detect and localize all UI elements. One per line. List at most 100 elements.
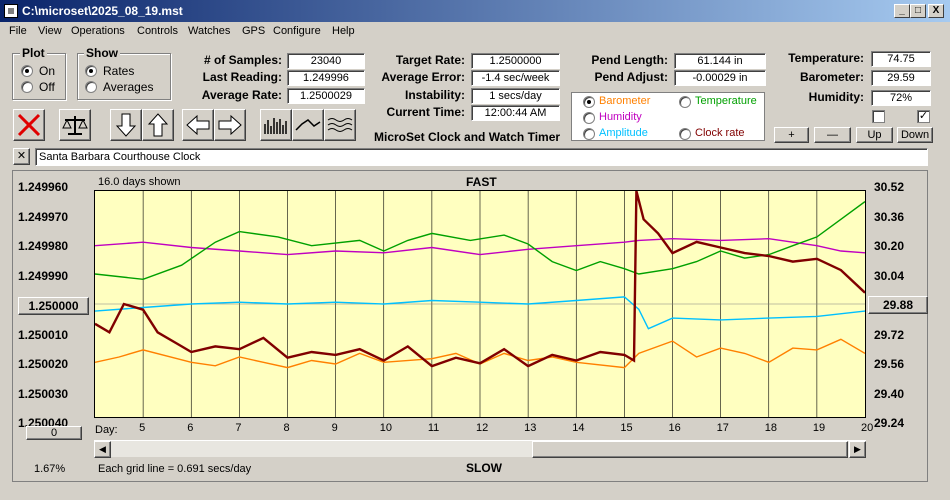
minimize-button[interactable]: _ (894, 4, 910, 18)
clock-rate-radio[interactable] (679, 128, 691, 140)
show-rates-radio[interactable] (85, 65, 97, 77)
down-button[interactable]: Down (897, 127, 933, 143)
y-right-tick: 29.24 (874, 416, 905, 430)
instability-label: Instability: (404, 88, 465, 102)
down-arrow-button[interactable] (110, 109, 142, 141)
menu-gps[interactable]: GPS (242, 25, 266, 37)
arrow-right-icon (218, 114, 242, 136)
center-rate-button[interactable]: 1.250000 (18, 297, 89, 315)
x-tick: 9 (331, 422, 338, 434)
bar-graph-button[interactable] (260, 109, 292, 141)
barometer-option-label: Barometer (599, 95, 651, 107)
arrow-down-icon (115, 113, 137, 137)
up-button[interactable]: Up (856, 127, 893, 143)
x-tick: 8 (283, 422, 290, 434)
menu-view[interactable]: View (38, 25, 62, 37)
window-title: C:\microset\2025_08_19.mst (22, 4, 183, 18)
x-tick: 7 (235, 422, 242, 434)
show-group-label: Show (84, 46, 120, 60)
offset-zero-button[interactable]: 0 (26, 426, 82, 440)
scroll-thumb[interactable] (532, 441, 848, 458)
average-error-value: -1.4 sec/week (471, 70, 560, 86)
target-rate-value: 1.2500000 (471, 53, 560, 69)
option-checkbox-1[interactable] (872, 110, 885, 123)
y-right-tick: 30.20 (874, 239, 905, 253)
menu-controls[interactable]: Controls (137, 25, 178, 37)
temperature-value: 74.75 (871, 51, 931, 67)
up-arrow-button[interactable] (142, 109, 174, 141)
temperature-label: Temperature: (788, 51, 864, 65)
y-right-tick: 29.40 (874, 386, 905, 401)
average-error-label: Average Error: (381, 70, 465, 84)
pend-adjust-value: -0.00029 in (674, 70, 766, 86)
plot-group-label: Plot (20, 46, 47, 60)
arrow-up-icon (147, 113, 169, 137)
scroll-left-button[interactable]: ◀ (94, 441, 111, 458)
y-right-tick: 29.56 (874, 357, 905, 371)
x-tick: 6 (187, 422, 194, 434)
average-rate-label: Average Rate: (201, 88, 282, 102)
humidity-radio[interactable] (583, 112, 595, 124)
day-axis-label: Day: (95, 424, 118, 436)
stop-button[interactable] (13, 109, 45, 141)
menu-bar: File View Operations Controls Watches GP… (0, 22, 950, 42)
scroll-right-button[interactable]: ▶ (849, 441, 866, 458)
barometer-radio[interactable] (583, 96, 595, 108)
humidity-label: Humidity: (808, 90, 864, 104)
menu-file[interactable]: File (9, 25, 27, 37)
x-tick: 15 (620, 422, 633, 434)
humidity-option-label: Humidity (599, 111, 642, 123)
scroll-right-icon: ▶ (854, 444, 861, 454)
fast-label: FAST (466, 175, 497, 189)
menu-configure[interactable]: Configure (273, 25, 321, 37)
app-icon[interactable] (4, 4, 18, 18)
left-arrow-button[interactable] (182, 109, 214, 141)
x-tick: 18 (764, 422, 777, 434)
line-graph-button[interactable] (292, 109, 324, 141)
amplitude-radio[interactable] (583, 128, 595, 140)
plot-on-radio[interactable] (21, 65, 33, 77)
menu-watches[interactable]: Watches (188, 25, 231, 37)
bar-graph-icon (264, 118, 287, 134)
y-left-tick: 1.249970 (18, 209, 69, 224)
x-tick: 12 (476, 422, 489, 434)
series-line-humidity (94, 237, 866, 256)
slow-label: SLOW (466, 461, 502, 475)
arrow-left-icon (186, 114, 210, 136)
y-right-tick: 29.72 (874, 327, 905, 342)
pend-adjust-label: Pend Adjust: (594, 70, 668, 84)
wave-graph-icon (327, 118, 353, 132)
series-line-amplitude (94, 296, 866, 330)
x-tick: 5 (139, 422, 146, 434)
menu-help[interactable]: Help (332, 25, 355, 37)
chart-svg (94, 190, 866, 417)
option-checkbox-2[interactable]: ✓ (917, 110, 930, 123)
last-reading-value: 1.249996 (287, 70, 365, 86)
minus-button[interactable]: — (814, 127, 851, 143)
humidity-value: 72% (871, 90, 931, 106)
center-sensor-button[interactable]: 29.88 (868, 296, 928, 314)
temperature-radio[interactable] (679, 96, 691, 108)
clear-clock-button[interactable]: ✕ (13, 148, 30, 165)
x-axis: 5 6 7 8 9 10 11 12 13 14 15 16 17 18 19 20 (94, 420, 879, 436)
barometer-label: Barometer: (799, 70, 864, 84)
x-tick: 13 (524, 422, 537, 434)
horizontal-scrollbar[interactable]: ◀ ▶ (94, 440, 866, 458)
menu-operations[interactable]: Operations (71, 25, 125, 37)
y-right-tick: 30.52 (874, 180, 905, 194)
x-tick: 11 (427, 422, 440, 434)
wave-graph-button[interactable] (324, 109, 356, 141)
plus-button[interactable]: + (774, 127, 809, 143)
close-window-button[interactable]: X (928, 4, 944, 18)
y-right-tick: 30.36 (874, 209, 905, 224)
show-averages-radio[interactable] (85, 81, 97, 93)
right-arrow-button[interactable] (214, 109, 246, 141)
plot-area[interactable] (94, 190, 866, 418)
balance-button[interactable] (59, 109, 91, 141)
last-reading-label: Last Reading: (202, 70, 282, 84)
maximize-button[interactable]: □ (910, 4, 926, 18)
x-tick: 10 (379, 422, 392, 434)
x-tick: 17 (716, 422, 729, 434)
plot-off-radio[interactable] (21, 81, 33, 93)
clock-name-field[interactable]: Santa Barbara Courthouse Clock (35, 148, 928, 166)
